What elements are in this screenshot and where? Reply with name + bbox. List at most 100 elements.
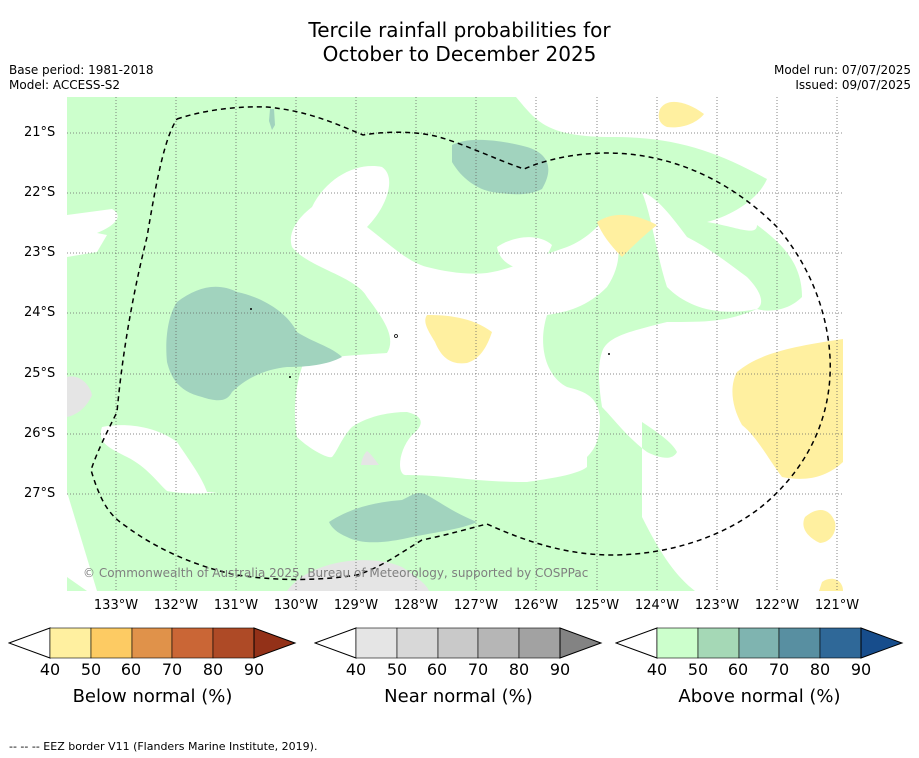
cbar-swatch xyxy=(738,627,780,659)
lon-label: 131°W xyxy=(213,598,259,613)
lon-label: 126°W xyxy=(513,598,559,613)
lon-label: 130°W xyxy=(273,598,319,613)
cbar-swatch xyxy=(212,627,255,659)
title-line-2: October to December 2025 xyxy=(322,42,597,66)
cbar-tick: 40 xyxy=(345,660,367,679)
near-normal-colorbar xyxy=(314,627,603,659)
cbar-tick: 70 xyxy=(768,660,790,679)
cbar-low-extension xyxy=(8,627,51,659)
lon-label: 123°W xyxy=(694,598,740,613)
cbar-tick: 70 xyxy=(467,660,489,679)
lon-label: 121°W xyxy=(814,598,860,613)
lat-label: 25°S xyxy=(24,366,56,381)
rainfall-probability-map xyxy=(67,97,843,591)
below-normal-label: Below normal (%) xyxy=(72,686,233,707)
lon-label: 125°W xyxy=(574,598,620,613)
meta-left: Base period: 1981-2018 Model: ACCESS-S2 xyxy=(9,63,154,93)
lat-label: 27°S xyxy=(24,486,56,501)
cbar-tick: 40 xyxy=(39,660,61,679)
cbar-tick: 90 xyxy=(243,660,265,679)
meta-right: Model run: 07/07/2025 Issued: 09/07/2025 xyxy=(774,63,911,93)
lat-label: 22°S xyxy=(24,185,56,200)
lon-label: 133°W xyxy=(93,598,139,613)
above-normal-50-region xyxy=(269,109,275,130)
no-signal-region xyxy=(100,425,217,494)
below-normal-region xyxy=(425,315,492,364)
no-signal-region xyxy=(772,97,843,187)
near-normal-label: Near normal (%) xyxy=(384,686,533,707)
cbar-tick: 50 xyxy=(687,660,709,679)
near-normal-region xyxy=(361,451,379,465)
lat-label: 24°S xyxy=(24,305,56,320)
lon-label: 124°W xyxy=(634,598,680,613)
cbar-swatch xyxy=(477,627,520,659)
lat-label: 21°S xyxy=(24,125,56,140)
cbar-swatch xyxy=(396,627,439,659)
lon-label: 122°W xyxy=(754,598,800,613)
cbar-swatch xyxy=(518,627,561,659)
map-title: Tercile rainfall probabilities for Octob… xyxy=(0,18,919,66)
lon-label: 128°W xyxy=(393,598,439,613)
island xyxy=(608,353,610,355)
cbar-swatch xyxy=(49,627,92,659)
cbar-swatch xyxy=(90,627,133,659)
above-normal-50-region xyxy=(452,139,549,195)
cbar-tick: 90 xyxy=(850,660,872,679)
above-normal-label: Above normal (%) xyxy=(678,686,841,707)
eez-border-note: -- -- -- EEZ border V11 (Flanders Marine… xyxy=(9,740,318,753)
cbar-swatch xyxy=(697,627,740,659)
lon-label: 129°W xyxy=(333,598,379,613)
lon-label: 127°W xyxy=(453,598,499,613)
cbar-tick: 60 xyxy=(120,660,142,679)
no-signal-region xyxy=(497,237,552,269)
lat-label: 23°S xyxy=(24,245,56,260)
cbar-swatch xyxy=(131,627,173,659)
below-normal-region xyxy=(597,214,657,257)
graticule xyxy=(67,97,843,591)
lat-label: 26°S xyxy=(24,426,56,441)
cbar-low-extension xyxy=(615,627,658,659)
cbar-tick: 50 xyxy=(386,660,408,679)
model-run-text: Model run: 07/07/2025 xyxy=(773,63,911,77)
cbar-tick: 40 xyxy=(646,660,668,679)
no-signal-region xyxy=(67,492,97,591)
cbar-tick: 80 xyxy=(809,660,831,679)
lon-label: 132°W xyxy=(153,598,199,613)
cbar-tick: 60 xyxy=(727,660,749,679)
island xyxy=(394,334,398,338)
model-text: Model: ACCESS-S2 xyxy=(9,78,121,92)
cbar-swatch xyxy=(656,627,699,659)
cbar-high-extension xyxy=(253,627,297,659)
title-line-1: Tercile rainfall probabilities for xyxy=(308,18,611,42)
cbar-low-extension xyxy=(314,627,357,659)
above-normal-colorbar xyxy=(615,627,904,659)
cbar-tick: 50 xyxy=(80,660,102,679)
eez-border xyxy=(90,106,831,581)
cbar-swatch xyxy=(171,627,214,659)
copyright-text: © Commonwealth of Australia 2025, Bureau… xyxy=(83,566,589,580)
issued-text: Issued: 09/07/2025 xyxy=(795,78,911,92)
cbar-tick: 80 xyxy=(202,660,224,679)
base-period-text: Base period: 1981-2018 xyxy=(9,63,154,77)
island xyxy=(289,376,291,378)
below-normal-region xyxy=(803,510,836,543)
cbar-swatch xyxy=(778,627,821,659)
below-normal-region xyxy=(658,101,704,128)
no-signal-region xyxy=(67,227,107,257)
cbar-swatch xyxy=(355,627,398,659)
cbar-tick: 60 xyxy=(426,660,448,679)
cbar-swatch xyxy=(437,627,479,659)
no-signal-region xyxy=(642,192,762,312)
cbar-high-extension xyxy=(559,627,603,659)
cbar-swatch xyxy=(819,627,862,659)
above-normal-50-region xyxy=(329,492,477,543)
cbar-tick: 90 xyxy=(549,660,571,679)
above-normal-50-region xyxy=(166,286,342,401)
cbar-tick: 80 xyxy=(508,660,530,679)
cbar-high-extension xyxy=(860,627,904,659)
cbar-tick: 70 xyxy=(161,660,183,679)
below-normal-region xyxy=(819,578,843,591)
near-normal-region xyxy=(287,560,429,591)
below-normal-colorbar xyxy=(8,627,297,659)
island xyxy=(250,308,252,310)
